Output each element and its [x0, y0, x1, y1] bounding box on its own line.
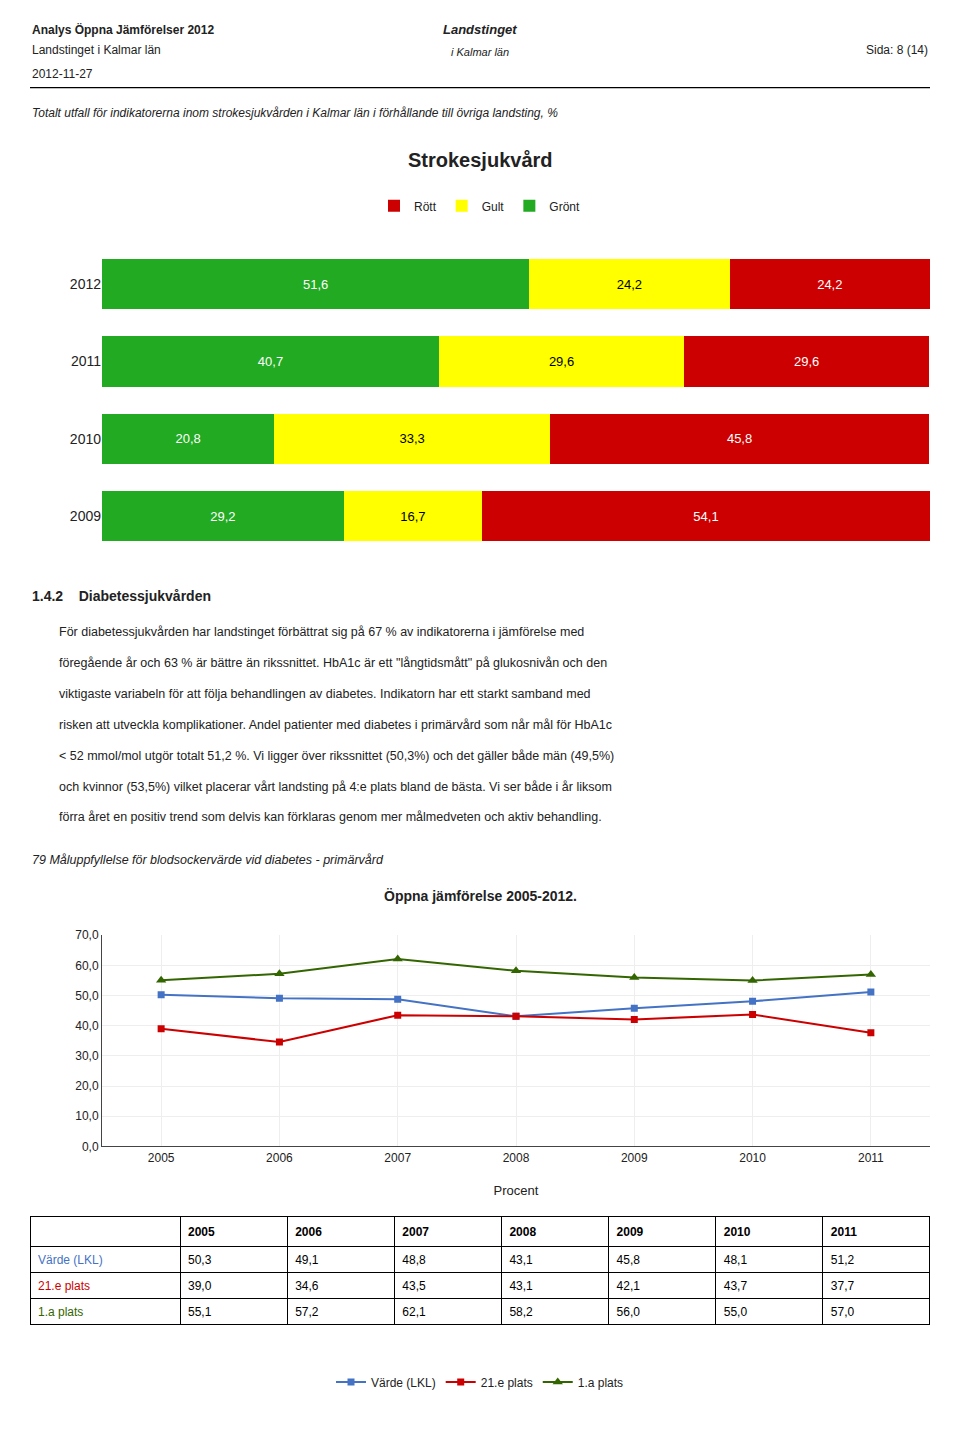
- svg-text:70,0: 70,0: [75, 928, 99, 942]
- svg-text:2011: 2011: [71, 353, 101, 369]
- svg-text:och kvinnor (53,5%) vilket pla: och kvinnor (53,5%) vilket placerar vårt…: [59, 780, 612, 794]
- svg-text:Totalt utfall för indikatorern: Totalt utfall för indikatorerna inom str…: [32, 106, 558, 120]
- svg-text:2009: 2009: [617, 1225, 644, 1239]
- svg-text:i Kalmar län: i Kalmar län: [451, 46, 509, 58]
- svg-text:2011: 2011: [858, 1151, 884, 1165]
- svg-text:2008: 2008: [503, 1151, 530, 1165]
- svg-text:< 52 mmol/mol utgör totalt 51,: < 52 mmol/mol utgör totalt 51,2 %. Vi li…: [59, 749, 614, 763]
- svg-text:43,1: 43,1: [509, 1279, 533, 1293]
- svg-text:Procent: Procent: [494, 1183, 539, 1198]
- svg-text:39,0: 39,0: [188, 1279, 212, 1293]
- svg-text:55,1: 55,1: [188, 1305, 212, 1319]
- svg-text:16,7: 16,7: [400, 509, 425, 524]
- svg-text:Strokesjukvård: Strokesjukvård: [408, 149, 553, 171]
- svg-text:42,1: 42,1: [617, 1279, 641, 1293]
- svg-text:29,6: 29,6: [549, 354, 574, 369]
- svg-text:24,2: 24,2: [817, 277, 842, 292]
- svg-text:21.e plats: 21.e plats: [38, 1279, 90, 1293]
- svg-text:29,6: 29,6: [794, 354, 819, 369]
- svg-text:62,1: 62,1: [402, 1305, 426, 1319]
- svg-text:48,8: 48,8: [402, 1253, 426, 1267]
- svg-text:1.a plats: 1.a plats: [578, 1376, 623, 1390]
- svg-text:2010: 2010: [70, 431, 101, 447]
- svg-text:79 Måluppfyllelse för blodsock: 79 Måluppfyllelse för blodsockervärde vi…: [32, 853, 384, 867]
- svg-text:55,0: 55,0: [724, 1305, 748, 1319]
- svg-text:förra året en positiv trend so: förra året en positiv trend som delvis k…: [59, 810, 602, 824]
- svg-text:45,8: 45,8: [727, 431, 752, 446]
- svg-text:2010: 2010: [739, 1151, 766, 1165]
- svg-text:2005: 2005: [188, 1225, 215, 1239]
- svg-text:2011: 2011: [831, 1225, 857, 1239]
- svg-text:45,8: 45,8: [617, 1253, 641, 1267]
- svg-text:2012-11-27: 2012-11-27: [32, 67, 93, 81]
- svg-text:43,5: 43,5: [402, 1279, 426, 1293]
- svg-text:10,0: 10,0: [75, 1109, 99, 1123]
- svg-text:51,6: 51,6: [303, 277, 328, 292]
- svg-text:34,6: 34,6: [295, 1279, 319, 1293]
- svg-text:2006: 2006: [266, 1151, 293, 1165]
- svg-text:48,1: 48,1: [724, 1253, 748, 1267]
- svg-text:20,8: 20,8: [175, 431, 200, 446]
- svg-text:2010: 2010: [724, 1225, 751, 1239]
- svg-text:60,0: 60,0: [75, 959, 99, 973]
- svg-text:Gult: Gult: [482, 200, 505, 214]
- svg-text:risken att utveckla komplikati: risken att utveckla komplikationer. Ande…: [59, 718, 612, 732]
- svg-text:Analys Öppna Jämförelser 2012: Analys Öppna Jämförelser 2012: [32, 22, 214, 37]
- svg-text:40,0: 40,0: [75, 1019, 99, 1033]
- svg-text:2009: 2009: [70, 508, 101, 524]
- svg-text:20,0: 20,0: [75, 1079, 99, 1093]
- svg-text:57,0: 57,0: [831, 1305, 855, 1319]
- svg-text:56,0: 56,0: [617, 1305, 641, 1319]
- svg-text:Landstinget i Kalmar län: Landstinget i Kalmar län: [32, 43, 161, 57]
- svg-text:Sida: 8 (14): Sida: 8 (14): [866, 43, 928, 57]
- svg-text:viktigaste variabeln för att f: viktigaste variabeln för att följa behan…: [59, 687, 591, 701]
- svg-text:30,0: 30,0: [75, 1049, 99, 1063]
- svg-text:Värde (LKL): Värde (LKL): [371, 1376, 436, 1390]
- svg-text:Landstinget: Landstinget: [443, 22, 517, 37]
- svg-text:57,2: 57,2: [295, 1305, 319, 1319]
- svg-text:För diabetessjukvården har lan: För diabetessjukvården har landstinget f…: [59, 625, 584, 639]
- svg-text:2007: 2007: [402, 1225, 429, 1239]
- svg-text:Rött: Rött: [414, 200, 437, 214]
- svg-text:58,2: 58,2: [509, 1305, 533, 1319]
- svg-text:Öppna jämförelse 2005-2012.: Öppna jämförelse 2005-2012.: [384, 888, 577, 904]
- svg-text:2008: 2008: [509, 1225, 536, 1239]
- svg-text:Värde (LKL): Värde (LKL): [38, 1253, 103, 1267]
- svg-text:2007: 2007: [384, 1151, 411, 1165]
- svg-text:2009: 2009: [621, 1151, 648, 1165]
- svg-text:50,3: 50,3: [188, 1253, 212, 1267]
- svg-text:33,3: 33,3: [399, 431, 424, 446]
- svg-text:2005: 2005: [148, 1151, 175, 1165]
- svg-text:40,7: 40,7: [258, 354, 283, 369]
- svg-text:1.4.2 Diabetessjukvården: 1.4.2 Diabetessjukvården: [32, 588, 211, 604]
- svg-text:21.e plats: 21.e plats: [481, 1376, 533, 1390]
- svg-text:1.a plats: 1.a plats: [38, 1305, 83, 1319]
- svg-text:24,2: 24,2: [617, 277, 642, 292]
- svg-text:2012: 2012: [70, 276, 101, 292]
- svg-text:54,1: 54,1: [693, 509, 718, 524]
- svg-text:29,2: 29,2: [210, 509, 235, 524]
- svg-text:43,1: 43,1: [509, 1253, 533, 1267]
- svg-text:37,7: 37,7: [831, 1279, 855, 1293]
- svg-text:43,7: 43,7: [724, 1279, 748, 1293]
- svg-text:51,2: 51,2: [831, 1253, 855, 1267]
- svg-text:föregående år och 63 % är bätt: föregående år och 63 % är bättre än riks…: [59, 656, 607, 670]
- svg-text:50,0: 50,0: [75, 989, 99, 1003]
- svg-text:0,0: 0,0: [82, 1140, 99, 1154]
- svg-text:Grönt: Grönt: [549, 200, 580, 214]
- svg-text:49,1: 49,1: [295, 1253, 319, 1267]
- svg-text:2006: 2006: [295, 1225, 322, 1239]
